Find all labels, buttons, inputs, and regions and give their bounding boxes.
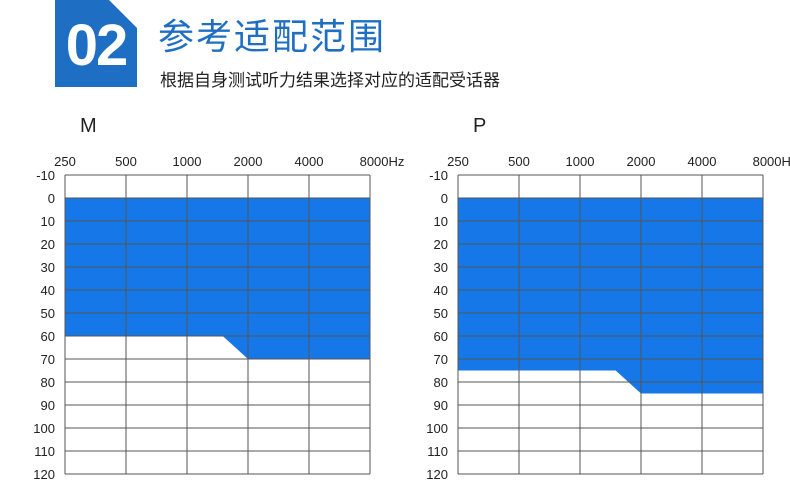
y-tick-label: 120 <box>426 467 448 482</box>
chart-title: M <box>80 115 97 137</box>
y-tick-label: 0 <box>441 191 448 206</box>
x-tick-label: 4000 <box>688 154 717 169</box>
x-tick-label: 2000 <box>627 154 656 169</box>
y-tick-label: 70 <box>434 352 448 367</box>
page-title: 参考适配范围 <box>158 17 387 58</box>
y-tick-label: 120 <box>33 467 55 482</box>
y-tick-label: 90 <box>41 398 55 413</box>
y-tick-label: 110 <box>34 444 55 459</box>
y-tick-label: 0 <box>48 191 55 206</box>
x-tick-label: 500 <box>115 154 137 169</box>
y-tick-label: 60 <box>41 329 55 344</box>
y-tick-label: -10 <box>36 168 55 183</box>
y-tick-label: 40 <box>434 283 448 298</box>
badge-corner-notch <box>109 0 137 28</box>
y-tick-label: 100 <box>33 421 55 436</box>
y-tick-label: 110 <box>427 444 448 459</box>
hearing-range-area <box>458 198 763 394</box>
x-tick-label: 4000 <box>295 154 324 169</box>
y-tick-label: 80 <box>434 375 448 390</box>
y-tick-label: 100 <box>426 421 448 436</box>
audiogram-chart-m: M 250 500 1000 2000 4000 8000Hz -10 0 10 20 30 40 50 6… <box>33 110 404 490</box>
x-tick-label: 250 <box>54 154 76 169</box>
y-tick-label: 40 <box>41 283 55 298</box>
y-tick-label: 30 <box>434 260 448 275</box>
audiogram-svg-m: M 250 500 1000 2000 4000 8000Hz -10 0 10 20 30 40 50 6… <box>33 115 404 482</box>
y-tick-label: 50 <box>434 306 448 321</box>
y-tick-label: 70 <box>41 352 55 367</box>
y-tick-label: 10 <box>434 214 448 229</box>
x-tick-label: 1000 <box>566 154 595 169</box>
x-tick-label: 500 <box>508 154 530 169</box>
y-tick-label: 50 <box>41 306 55 321</box>
hearing-range-area <box>65 198 370 359</box>
x-tick-label: 8000Hz <box>753 154 790 169</box>
audiogram-chart-p: P 250 500 1000 2000 4000 8000Hz -10 0 10 20 30 40 50 6… <box>426 110 790 490</box>
y-tick-label: 80 <box>41 375 55 390</box>
y-tick-label: 60 <box>434 329 448 344</box>
y-tick-label: 20 <box>434 237 448 252</box>
audiogram-svg-p: P 250 500 1000 2000 4000 8000Hz -10 0 10 20 30 40 50 6… <box>426 115 790 482</box>
x-tick-label: 1000 <box>173 154 202 169</box>
y-tick-label: 20 <box>41 237 55 252</box>
y-tick-label: 90 <box>434 398 448 413</box>
y-tick-label: 30 <box>41 260 55 275</box>
x-tick-label: 250 <box>447 154 469 169</box>
x-tick-label: 2000 <box>234 154 263 169</box>
chart-title: P <box>473 115 486 137</box>
y-tick-label: -10 <box>429 168 448 183</box>
section-number-badge: 02 <box>55 0 137 87</box>
y-tick-label: 10 <box>41 214 55 229</box>
page-subtitle: 根据自身测试听力结果选择对应的适配受话器 <box>160 71 500 91</box>
x-tick-label: 8000Hz <box>360 154 405 169</box>
